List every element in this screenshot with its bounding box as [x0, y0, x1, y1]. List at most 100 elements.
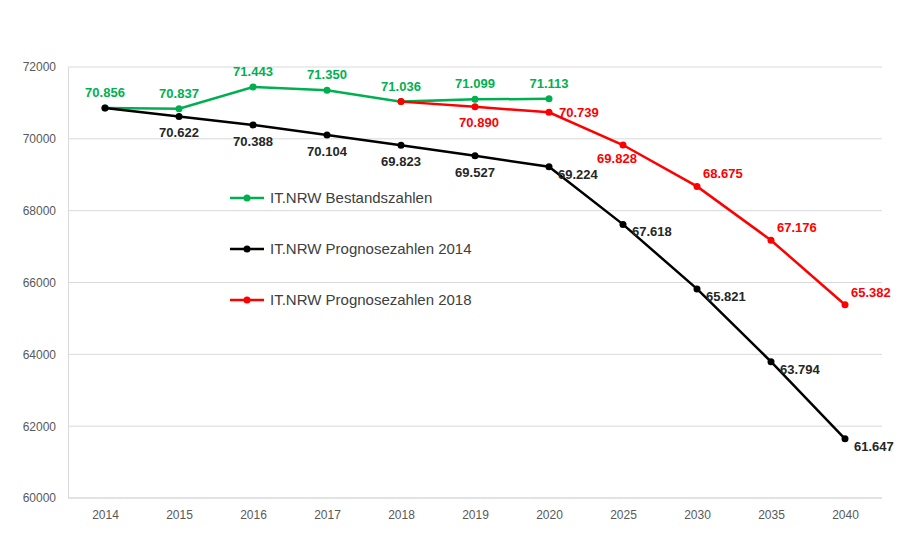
data-label: 67.176 — [777, 220, 817, 235]
data-label: 71.113 — [529, 76, 568, 91]
y-tick-label: 68000 — [23, 204, 57, 218]
grid-line — [68, 210, 882, 211]
legend-label: IT.NRW Prognosezahlen 2014 — [270, 240, 472, 257]
legend-entry: IT.NRW Prognosezahlen 2018 — [230, 291, 472, 308]
series-marker — [694, 285, 701, 292]
y-tick: 64000 — [23, 348, 68, 362]
series-marker — [472, 103, 479, 110]
x-tick-label: 2015 — [166, 508, 193, 522]
series-marker — [768, 237, 775, 244]
series-marker — [176, 105, 183, 112]
data-label: 65.821 — [706, 289, 746, 304]
x-tick: 2030 — [684, 498, 711, 522]
y-tick: 72000 — [23, 60, 68, 74]
grid-line — [68, 282, 882, 283]
data-label: 70.104 — [307, 144, 348, 159]
data-label: 70.388 — [233, 134, 273, 149]
x-tick: 2020 — [536, 498, 563, 522]
y-tick-label: 64000 — [23, 348, 57, 362]
data-label: 70.739 — [559, 105, 599, 120]
data-labels: 70.85670.83771.44371.35071.03671.09971.1… — [85, 64, 894, 454]
legend-marker — [244, 297, 251, 304]
legend-label: IT.NRW Prognosezahlen 2018 — [270, 291, 472, 308]
data-label: 69.828 — [597, 151, 637, 166]
x-tick: 2017 — [314, 498, 341, 522]
series-line — [105, 108, 845, 439]
grid-line — [68, 498, 882, 499]
data-label: 71.443 — [233, 64, 273, 79]
y-tick: 68000 — [23, 204, 68, 218]
series-line — [401, 102, 845, 305]
x-tick: 2014 — [92, 498, 119, 522]
data-label: 71.036 — [381, 79, 421, 94]
data-label: 68.675 — [703, 166, 743, 181]
y-tick: 70000 — [23, 132, 68, 146]
series-marker — [250, 121, 257, 128]
y-tick: 62000 — [23, 420, 68, 434]
y-tick: 66000 — [23, 276, 68, 290]
x-tick: 2015 — [166, 498, 193, 522]
legend-marker — [244, 246, 251, 253]
series-marker — [324, 87, 331, 94]
data-label: 69.224 — [558, 167, 599, 182]
data-label: 70.622 — [159, 125, 199, 140]
x-tick-label: 2016 — [240, 508, 267, 522]
x-tick: 2019 — [462, 498, 489, 522]
y-tick-label: 60000 — [23, 491, 57, 505]
series-marker — [472, 152, 479, 159]
data-label: 69.527 — [455, 165, 495, 180]
series-marker — [546, 163, 553, 170]
data-label: 67.618 — [632, 224, 672, 239]
x-tick-label: 2035 — [758, 508, 785, 522]
data-label: 69.823 — [381, 154, 421, 169]
y-tick-label: 66000 — [23, 276, 57, 290]
series-marker — [768, 358, 775, 365]
data-label: 71.350 — [307, 67, 347, 82]
series-marker — [398, 98, 405, 105]
grid — [68, 67, 882, 498]
series-marker — [546, 95, 553, 102]
legend-marker — [244, 195, 251, 202]
series-marker — [250, 84, 257, 91]
x-tick-label: 2020 — [536, 508, 563, 522]
y-tick-label: 72000 — [23, 60, 57, 74]
series-marker — [102, 105, 109, 112]
series-marker — [694, 183, 701, 190]
grid-line — [68, 426, 882, 427]
data-label: 70.890 — [459, 115, 499, 130]
series-marker — [620, 221, 627, 228]
series-marker — [398, 98, 405, 105]
legend: IT.NRW Bestandszahlen IT.NRW Prognosezahl… — [230, 189, 472, 308]
legend-label: IT.NRW Bestandszahlen — [270, 189, 432, 206]
series-marker — [176, 113, 183, 120]
x-axis: 2014 2015 2016 2017 2018 2019 2020 2025 2030 2035… — [68, 498, 882, 522]
series-marker — [472, 96, 479, 103]
x-tick-label: 2040 — [832, 508, 859, 522]
data-label: 70.856 — [85, 85, 125, 100]
series-marker — [102, 105, 109, 112]
y-tick: 60000 — [23, 491, 68, 505]
y-axis-line — [68, 68, 69, 499]
grid-line — [68, 354, 882, 355]
legend-entry: IT.NRW Bestandszahlen — [230, 189, 432, 206]
x-tick: 2040 — [832, 498, 859, 522]
x-tick: 2025 — [610, 498, 637, 522]
x-tick-label: 2018 — [388, 508, 415, 522]
x-tick-label: 2025 — [610, 508, 637, 522]
series-marker — [620, 142, 627, 149]
x-tick: 2018 — [388, 498, 415, 522]
x-tick: 2035 — [758, 498, 785, 522]
data-label: 63.794 — [780, 362, 821, 377]
chart: 6000062000640006600068000700007200020142… — [0, 0, 900, 540]
x-axis-line — [68, 498, 882, 499]
data-label: 70.837 — [159, 86, 199, 101]
y-axis: 60000 62000 64000 66000 68000 70000 72000 — [23, 60, 69, 505]
y-tick-label: 62000 — [23, 420, 57, 434]
plot-area — [102, 84, 849, 443]
series-marker — [546, 109, 553, 116]
series-marker — [842, 435, 849, 442]
x-tick-label: 2017 — [314, 508, 341, 522]
series-marker — [324, 132, 331, 139]
data-label: 61.647 — [854, 439, 894, 454]
series-marker — [842, 301, 849, 308]
